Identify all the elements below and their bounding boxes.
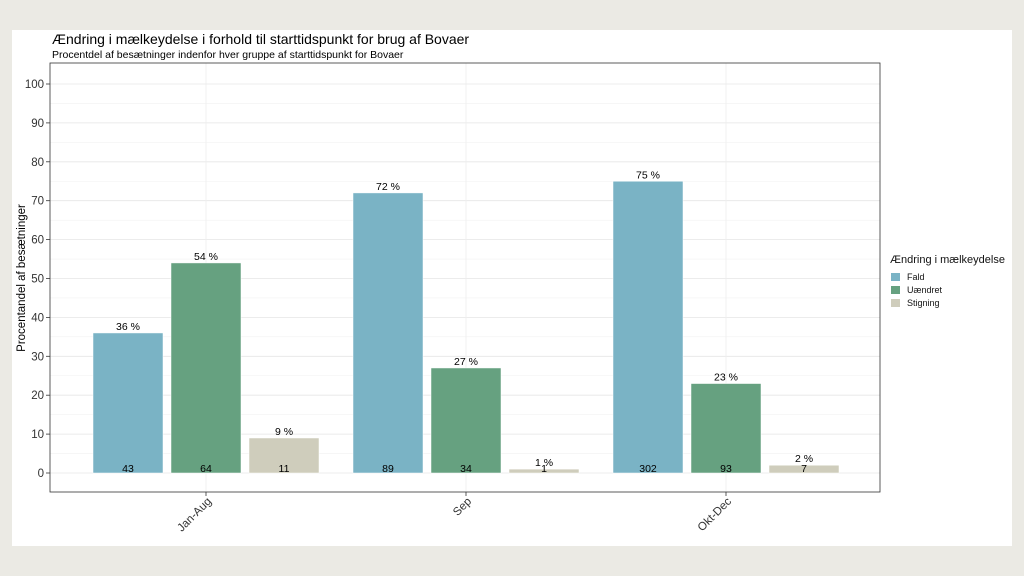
legend-label: Fald bbox=[907, 272, 925, 282]
bar-percent-label: 23 % bbox=[714, 372, 738, 384]
bar-count-label: 34 bbox=[460, 463, 472, 475]
y-tick-label: 0 bbox=[38, 468, 44, 480]
bar-count-label: 43 bbox=[122, 463, 134, 475]
y-axis-label: Procentandel af besætninger bbox=[16, 204, 28, 352]
bar-uændret-okt-dec bbox=[690, 383, 762, 474]
legend-swatch bbox=[890, 298, 901, 308]
bar-fald-jan-aug bbox=[92, 332, 164, 474]
bar-stigning-okt-dec bbox=[768, 464, 840, 474]
bar-percent-label: 36 % bbox=[116, 321, 140, 333]
bar-stigning-jan-aug bbox=[248, 437, 320, 474]
legend-label: Uændret bbox=[907, 285, 943, 295]
y-tick-label: 60 bbox=[31, 235, 44, 247]
y-tick-label: 70 bbox=[31, 196, 44, 208]
bar-percent-label: 9 % bbox=[275, 426, 293, 438]
bar-count-label: 7 bbox=[801, 463, 807, 475]
bar-percent-label: 1 % bbox=[535, 457, 553, 469]
bar-count-label: 302 bbox=[639, 463, 657, 475]
legend-title: Ændring i mælkeydelse bbox=[890, 254, 1005, 266]
y-tick-label: 50 bbox=[31, 274, 44, 286]
y-tick-label: 90 bbox=[31, 118, 44, 130]
bar-percent-label: 75 % bbox=[636, 169, 660, 181]
x-tick-label: Okt-Dec bbox=[696, 495, 734, 533]
bar-percent-label: 72 % bbox=[376, 181, 400, 193]
legend-swatch bbox=[890, 272, 901, 282]
chart-subtitle: Procentdel af besætninger indenfor hver … bbox=[52, 49, 404, 61]
bar-count-label: 93 bbox=[720, 463, 732, 475]
bar-fald-okt-dec bbox=[612, 181, 684, 474]
plot-panel-border bbox=[49, 62, 881, 493]
chart-title: Ændring i mælkeydelse i forhold til star… bbox=[52, 31, 470, 47]
y-tick-label: 80 bbox=[31, 157, 44, 169]
bar-stigning-sep bbox=[508, 468, 580, 474]
y-tick-label: 30 bbox=[31, 351, 44, 363]
y-tick-label: 20 bbox=[31, 390, 44, 402]
x-tick-label: Sep bbox=[451, 496, 474, 519]
bar-uændret-sep bbox=[430, 367, 502, 474]
bar-uændret-jan-aug bbox=[170, 262, 242, 474]
bar-percent-label: 27 % bbox=[454, 356, 478, 368]
legend-item-uændret: Uændret bbox=[890, 284, 1005, 296]
bar-percent-label: 2 % bbox=[795, 453, 813, 465]
legend: Ændring i mælkeydelse Fald Uændret Stignin… bbox=[890, 254, 1005, 310]
y-tick-label: 40 bbox=[31, 312, 44, 324]
bar-count-label: 1 bbox=[541, 463, 547, 475]
legend-item-stigning: Stigning bbox=[890, 297, 1005, 309]
bar-count-label: 64 bbox=[200, 463, 212, 475]
y-tick-label: 10 bbox=[31, 429, 44, 441]
bar-count-label: 89 bbox=[382, 463, 394, 475]
x-tick-label: Jan-Aug bbox=[175, 496, 214, 535]
bar-fald-sep bbox=[352, 192, 424, 474]
legend-swatch bbox=[890, 285, 901, 295]
y-tick-label: 100 bbox=[25, 79, 44, 91]
legend-label: Stigning bbox=[907, 298, 940, 308]
legend-item-fald: Fald bbox=[890, 271, 1005, 283]
bar-count-label: 11 bbox=[279, 463, 290, 475]
bar-percent-label: 54 % bbox=[194, 251, 218, 263]
